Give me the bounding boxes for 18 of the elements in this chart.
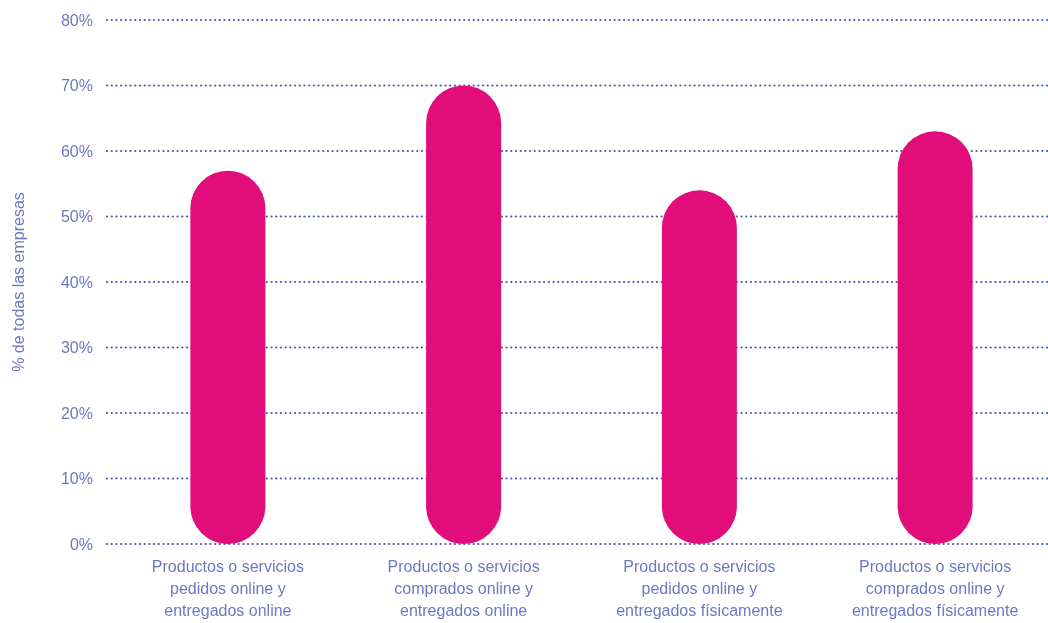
y-tick-label: 30% bbox=[60, 339, 93, 357]
y-tick-label: 70% bbox=[60, 77, 93, 95]
bar bbox=[897, 131, 973, 544]
x-tick-label: Productos o servicios comprados online y entregados online bbox=[387, 558, 540, 619]
x-tick-label: Productos o servicios pedidos online y entregados online bbox=[151, 558, 304, 619]
bar bbox=[426, 85, 502, 544]
x-tick-label: Productos o servicios pedidos online y entregados físicamente bbox=[616, 558, 783, 619]
y-tick-label: 20% bbox=[60, 404, 93, 422]
y-tick-label: 40% bbox=[60, 273, 93, 291]
y-tick-label: 80% bbox=[60, 11, 93, 29]
bar bbox=[661, 190, 737, 544]
y-axis-title: % de todas las empresas bbox=[10, 192, 27, 372]
bar bbox=[190, 170, 266, 544]
y-tick-label: 50% bbox=[60, 208, 93, 226]
y-tick-label: 10% bbox=[60, 470, 93, 488]
x-tick-label: Productos o servicios comprados online y entregados físicamente bbox=[851, 558, 1019, 619]
y-tick-label: 0% bbox=[69, 535, 93, 553]
y-tick-label: 60% bbox=[60, 142, 93, 160]
